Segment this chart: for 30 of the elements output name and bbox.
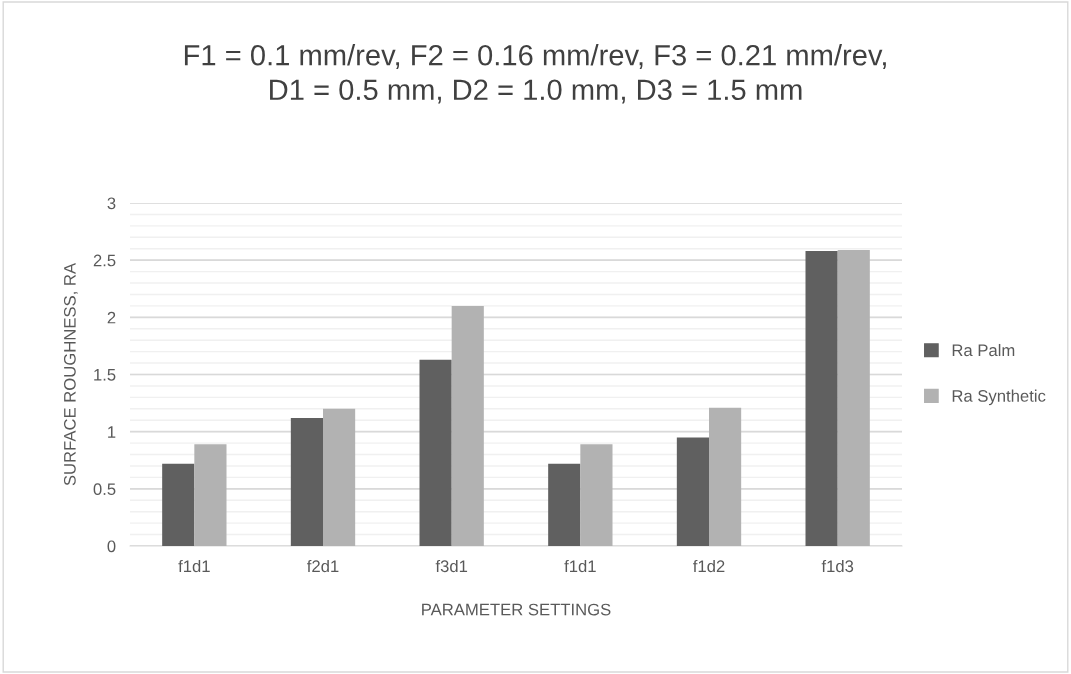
bar	[162, 463, 195, 546]
x-tick-label: f1d2	[693, 559, 725, 573]
bar	[837, 249, 870, 546]
bar	[451, 305, 484, 546]
y-tick-label: 2	[107, 311, 116, 324]
x-axis-title: PARAMETER SETTINGS	[422, 603, 611, 616]
bar	[194, 444, 227, 546]
x-tick-label: f1d3	[821, 559, 854, 573]
x-tick-label: f2d1	[307, 559, 339, 573]
y-tick-label: 3	[107, 197, 116, 210]
chart-title: F1 = 0.1 mm/rev, F2 = 0.16 mm/rev, F3 = 0.21 mm/rev, D1 = 0.5 mm, D2 = 1.0 mm, D3 = 1.5 mm	[184, 44, 886, 104]
bar	[323, 408, 356, 546]
y-axis-title: SURFACE ROUGHNESS, RA	[63, 262, 78, 486]
bar	[709, 407, 742, 546]
y-tick-label: 1.5	[94, 369, 116, 381]
bar	[580, 444, 613, 546]
y-tick-label: 0	[107, 540, 116, 553]
y-tick-label: 2.5	[93, 254, 116, 267]
x-tick-label: f1d1	[178, 559, 210, 573]
legend-label: Ra Synthetic	[952, 389, 1046, 406]
bar	[676, 437, 709, 546]
bar	[548, 463, 581, 546]
bar	[805, 251, 838, 546]
y-tick-label: 1	[108, 426, 116, 438]
legend-label: Ra Palm	[952, 343, 1015, 357]
bar	[290, 417, 323, 546]
y-tick-label: 0.5	[93, 483, 116, 496]
x-tick-label: f3d1	[435, 559, 468, 573]
x-tick-label: f1d1	[564, 559, 596, 573]
bar	[419, 359, 452, 546]
